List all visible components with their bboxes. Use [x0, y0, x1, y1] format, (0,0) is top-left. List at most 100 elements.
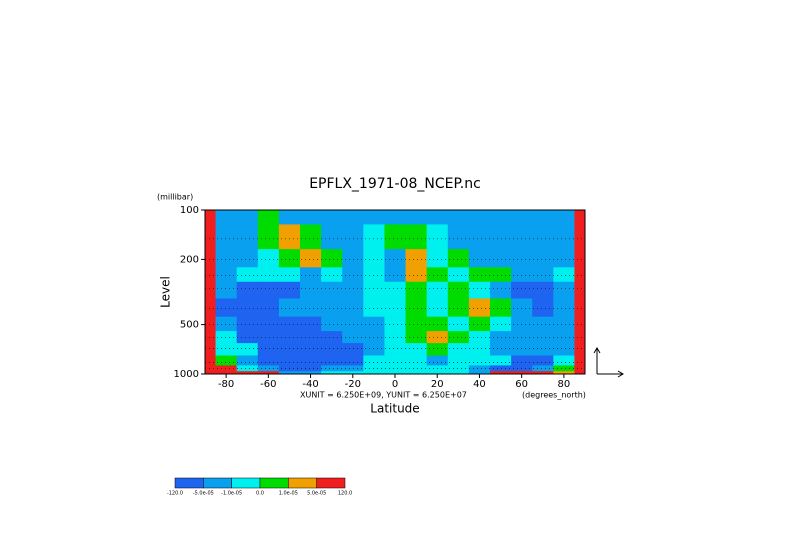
contour-cell [468, 249, 491, 268]
contour-cell [215, 371, 238, 375]
y-tick-label: 100 [180, 205, 199, 216]
contour-cell [553, 224, 575, 250]
contour-cell [363, 316, 385, 332]
contour-cell [215, 267, 238, 283]
contour-cell [384, 316, 407, 332]
contour-cell [236, 267, 259, 283]
contour-cell [532, 224, 554, 250]
x-tick-label: 60 [515, 379, 528, 390]
contour-cell [426, 371, 449, 375]
contour-cell [342, 371, 364, 375]
contour-cell [215, 355, 238, 366]
contour-cell [342, 343, 364, 357]
contour-cell [553, 316, 575, 332]
contour-cell [532, 343, 554, 357]
contour-cell [321, 316, 343, 332]
x-tick-label: 80 [558, 379, 571, 390]
contour-cell [468, 316, 491, 332]
contour-cell [490, 371, 512, 375]
contour-cell [447, 316, 470, 332]
contour-cell [553, 210, 575, 225]
contour-cell [236, 355, 259, 366]
x-axis-label: Latitude [370, 402, 419, 416]
contour-cell [300, 267, 322, 283]
contour-cell [405, 355, 428, 366]
contour-cell [321, 371, 343, 375]
contour-cell [215, 298, 238, 318]
contour-cell [342, 210, 364, 225]
contour-cell [532, 355, 554, 366]
contour-cell [468, 331, 491, 344]
contour-cell [321, 331, 343, 344]
contour-cell [300, 298, 322, 318]
contour-cell [300, 365, 322, 372]
contour-cell [447, 298, 470, 318]
contour-cell [300, 281, 322, 299]
colorbar-swatch [259, 477, 289, 489]
contour-cell [490, 298, 512, 318]
annotation: XUNIT = 6.250E+09, YUNIT = 6.250E+07 [300, 391, 467, 400]
contour-cell [215, 365, 238, 372]
contour-cell [511, 316, 533, 332]
contour-cell [532, 267, 554, 283]
contour-cell [405, 298, 428, 318]
y-axis-label: Level [159, 276, 173, 308]
contour-cell [257, 281, 280, 299]
contour-cell [490, 210, 512, 225]
contour-cell [363, 371, 385, 375]
y-tick-label: 1000 [174, 369, 199, 380]
contour-cell [300, 355, 322, 366]
contour-cell [447, 371, 470, 375]
contour-cell [257, 298, 280, 318]
contour-cell [321, 267, 343, 283]
contour-cell [205, 249, 217, 268]
contour-cell [363, 249, 385, 268]
contour-cell [278, 224, 301, 250]
colorbar-label: 1.0e-05 [279, 491, 298, 497]
contour-cell [236, 331, 259, 344]
contour-cell [511, 355, 533, 366]
colorbar-label: -120.0 [167, 491, 183, 497]
contour-cell [215, 224, 238, 250]
contour-cell [257, 210, 280, 225]
contour-cell [468, 281, 491, 299]
colorbar-swatch [174, 477, 204, 489]
contour-cell [384, 343, 407, 357]
contour-cell [490, 343, 512, 357]
contour-cell [384, 331, 407, 344]
contour-cell [574, 355, 586, 366]
contour-cell [300, 249, 322, 268]
contour-cell [490, 267, 512, 283]
colorbar-swatch [203, 477, 232, 489]
contour-cell [468, 343, 491, 357]
contour-cell [532, 249, 554, 268]
contour-cell [363, 343, 385, 357]
contour-cell [426, 298, 449, 318]
contour-cell [342, 267, 364, 283]
contour-cell [363, 224, 385, 250]
contour-cell [363, 331, 385, 344]
contour-cell [215, 281, 238, 299]
contour-cell [405, 224, 428, 250]
contour-cell [257, 267, 280, 283]
contour-cell [490, 249, 512, 268]
contour-cell [447, 281, 470, 299]
contour-cell [574, 331, 586, 344]
contour-cell [205, 365, 217, 372]
contour-cell [511, 281, 533, 299]
contour-cell [236, 224, 259, 250]
contour-cell [553, 281, 575, 299]
contour-cell [405, 267, 428, 283]
contour-cell [553, 331, 575, 344]
contour-cell [447, 249, 470, 268]
contour-cell [205, 343, 217, 357]
contour-cell [278, 316, 301, 332]
contour-cell [405, 371, 428, 375]
contour-cell [363, 355, 385, 366]
contour-cell [321, 210, 343, 225]
contour-cell [215, 331, 238, 344]
contour-cell [342, 281, 364, 299]
colorbar-swatch [316, 477, 346, 489]
contour-cell [447, 331, 470, 344]
contour-cell [342, 355, 364, 366]
